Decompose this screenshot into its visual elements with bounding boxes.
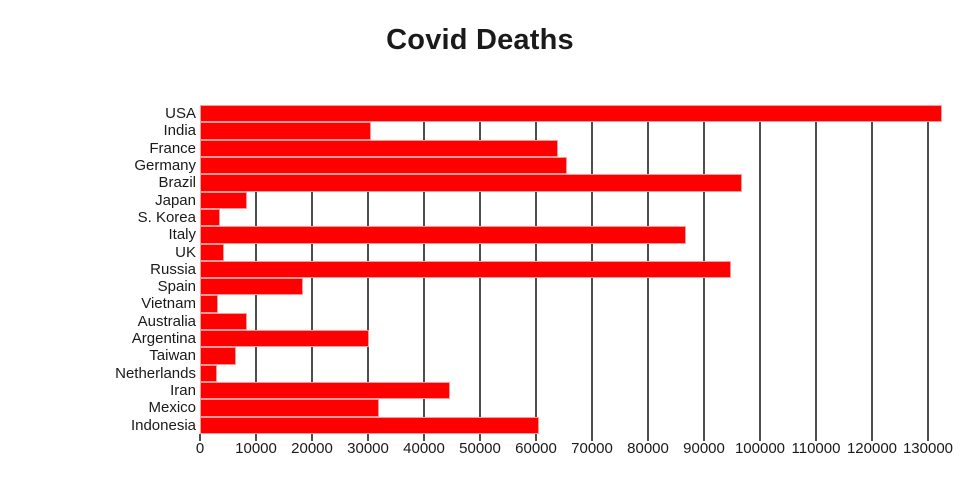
x-axis-tick-label: 120000 [846, 440, 898, 457]
bar-brazil [200, 174, 742, 192]
bar-japan [200, 191, 248, 209]
x-axis-tick [815, 434, 817, 441]
x-axis-tick-label: 20000 [291, 440, 333, 457]
x-axis-tick [871, 434, 873, 441]
x-axis-tick-label: 0 [195, 440, 205, 457]
x-axis-tick-label: 10000 [235, 440, 277, 457]
category-label: USA [165, 105, 196, 122]
x-axis-tick [759, 434, 761, 441]
x-axis-tick-label: 100000 [734, 440, 786, 457]
category-label: Mexico [148, 399, 196, 417]
gridline [871, 105, 873, 434]
category-label: Vietnam [141, 295, 196, 313]
category-label: Germany [134, 156, 196, 174]
category-label: UK [175, 243, 196, 261]
bar-germany [200, 156, 567, 175]
category-label: Russia [150, 260, 196, 278]
category-label: Australia [137, 312, 196, 330]
x-axis-tick-label: 70000 [571, 440, 613, 457]
bar-taiwan [200, 347, 237, 365]
category-label: S. Korea [137, 208, 196, 226]
gridline [927, 105, 929, 434]
bar-netherlands [200, 364, 218, 383]
x-axis-tick [311, 434, 313, 441]
bar-vietnam [200, 295, 218, 313]
x-axis-tick [927, 434, 929, 441]
bar-uk [200, 243, 224, 261]
category-label: Taiwan [149, 347, 196, 365]
bar-russia [200, 260, 732, 279]
x-axis-tick-label: 110000 [791, 440, 841, 457]
bar-usa [200, 105, 942, 123]
category-label: Italy [168, 226, 196, 244]
x-axis-tick [255, 434, 257, 441]
chart-title: Covid Deaths [386, 24, 574, 56]
bar-iran [200, 382, 451, 400]
x-axis-tick [367, 434, 369, 441]
category-label: Argentina [131, 330, 196, 348]
bar-australia [200, 312, 248, 331]
x-axis-tick-label: 50000 [459, 440, 501, 457]
x-axis-tick-label: 130000 [902, 440, 954, 457]
x-axis-tick [591, 434, 593, 441]
x-axis-tick-label: 30000 [347, 440, 389, 457]
category-label: Indonesia [130, 416, 196, 434]
x-axis-tick-label: 40000 [403, 440, 445, 457]
category-label: France [149, 139, 196, 157]
x-axis-tick [423, 434, 425, 441]
x-axis-tick-label: 90000 [683, 440, 725, 457]
bar-indonesia [200, 416, 540, 434]
category-label: Japan [155, 191, 196, 209]
bar-s-korea [200, 208, 220, 227]
x-axis-tick [199, 434, 201, 441]
x-axis-tick [479, 434, 481, 441]
bar-spain [200, 278, 304, 296]
x-axis-tick-label: 60000 [515, 440, 557, 457]
category-label: India [163, 122, 196, 140]
bar-france [200, 139, 559, 157]
category-label: Iran [170, 382, 196, 400]
x-axis-tick [647, 434, 649, 441]
category-label: Brazil [158, 174, 196, 192]
gridline [815, 105, 817, 434]
bar-india [200, 122, 371, 140]
gridline [759, 105, 761, 434]
category-label: Spain [157, 278, 196, 296]
x-axis-tick [535, 434, 537, 441]
category-label: Netherlands [115, 364, 196, 382]
bar-argentina [200, 330, 370, 348]
bar-italy [200, 226, 686, 244]
x-axis-tick [703, 434, 705, 441]
x-axis-tick-label: 80000 [627, 440, 669, 457]
bar-mexico [200, 399, 380, 417]
